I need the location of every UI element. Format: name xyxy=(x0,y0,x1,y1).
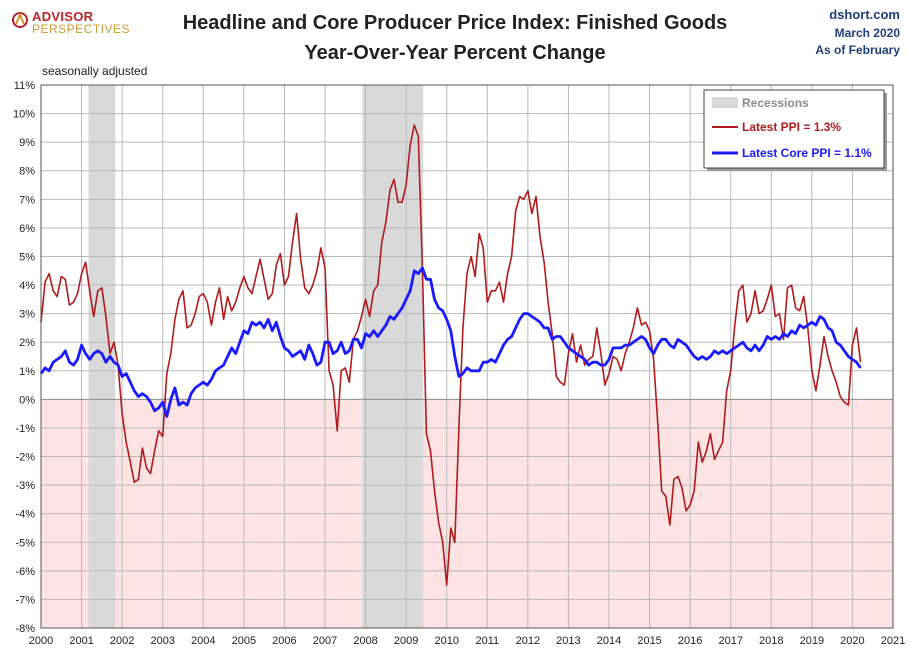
x-tick-label-2011: 2011 xyxy=(475,635,499,647)
advisor-perspectives-logo-icon xyxy=(12,12,28,28)
x-tick-label-2005: 2005 xyxy=(232,635,256,647)
y-tick-label-1: -7% xyxy=(15,594,35,606)
x-tick-label-2010: 2010 xyxy=(434,635,458,647)
x-tick-label-2014: 2014 xyxy=(597,635,621,647)
x-tick-label-2015: 2015 xyxy=(637,635,661,647)
legend-core-label: Latest Core PPI = 1.1% xyxy=(742,146,872,160)
x-tick-label-2002: 2002 xyxy=(110,635,134,647)
x-tick-label-2020: 2020 xyxy=(840,635,864,647)
y-tick-label-18: 10% xyxy=(13,109,35,121)
chart-title-line1: Headline and Core Producer Price Index: … xyxy=(182,12,728,34)
headline-ppi-line xyxy=(40,124,862,586)
y-tick-label-3: -5% xyxy=(15,537,35,549)
x-tick-label-2021: 2021 xyxy=(881,635,905,647)
y-tick-label-5: -3% xyxy=(15,480,35,492)
plot-frame xyxy=(40,84,894,629)
legend-recession-swatch xyxy=(712,97,738,108)
y-tick-label-16: 8% xyxy=(19,166,35,178)
x-tick-label-2007: 2007 xyxy=(313,635,337,647)
series-lines xyxy=(39,124,862,586)
x-tick-label-2013: 2013 xyxy=(556,635,580,647)
seasonally-adjusted-note: seasonally adjusted xyxy=(42,64,148,78)
x-tick-label-2016: 2016 xyxy=(678,635,702,647)
logo-wordmark-bottom: PERSPECTIVES xyxy=(32,22,131,36)
x-tick-label-2001: 2001 xyxy=(69,635,93,647)
chart-title-line2: Year-Over-Year Percent Change xyxy=(304,42,606,64)
x-tick-label-2012: 2012 xyxy=(516,635,540,647)
source-date: March 2020 xyxy=(834,26,900,40)
axes: 2000 2001 2002 2003 2004 2005 2006 2007 2008 2009… xyxy=(13,80,905,647)
y-tick-label-2: -6% xyxy=(15,566,35,578)
y-tick-label-12: 4% xyxy=(19,280,35,292)
x-tick-label-2000: 2000 xyxy=(29,635,53,647)
y-tick-label-19: 11% xyxy=(14,80,35,92)
y-tick-label-8: 0% xyxy=(19,394,35,406)
source-as-of: As of February xyxy=(815,43,900,57)
y-tick-label-4: -4% xyxy=(15,509,35,521)
y-tick-label-6: -2% xyxy=(15,452,35,464)
x-tick-label-2008: 2008 xyxy=(353,635,377,647)
y-tick-label-10: 2% xyxy=(19,337,35,349)
logo-wordmark-top: ADVISOR xyxy=(32,9,94,24)
x-tick-label-2003: 2003 xyxy=(150,635,174,647)
y-tick-label-7: -1% xyxy=(15,423,35,435)
y-tick-label-9: 1% xyxy=(19,366,35,378)
y-tick-label-14: 6% xyxy=(19,223,35,235)
recession-band-1 xyxy=(362,85,424,628)
y-tick-label-15: 7% xyxy=(19,194,35,206)
legend-recessions-label: Recessions xyxy=(742,96,809,110)
legend-headline-label: Latest PPI = 1.3% xyxy=(742,120,841,134)
x-tick-label-2017: 2017 xyxy=(718,635,742,647)
legend: Recessions Latest PPI = 1.3% Latest Core P… xyxy=(703,89,887,171)
y-tick-label-11: 3% xyxy=(19,309,35,321)
x-tick-label-2004: 2004 xyxy=(191,635,215,647)
x-tick-label-2018: 2018 xyxy=(759,635,783,647)
y-tick-label-13: 5% xyxy=(19,251,35,263)
y-tick-label-17: 9% xyxy=(19,137,35,149)
x-tick-label-2019: 2019 xyxy=(800,635,824,647)
y-tick-label-0: -8% xyxy=(15,623,35,635)
x-tick-label-2006: 2006 xyxy=(272,635,296,647)
core-ppi-line xyxy=(39,266,862,418)
source-site: dshort.com xyxy=(829,7,900,22)
x-tick-label-2009: 2009 xyxy=(394,635,418,647)
